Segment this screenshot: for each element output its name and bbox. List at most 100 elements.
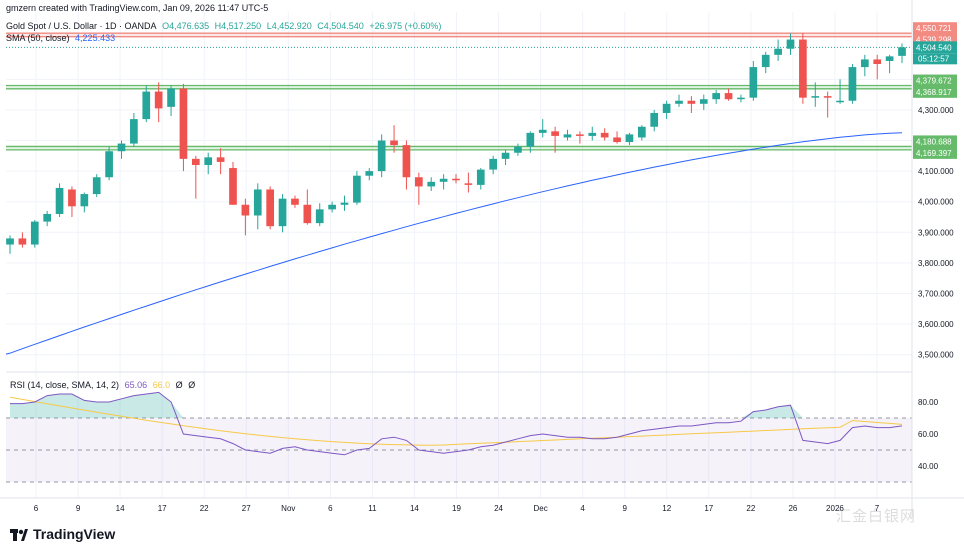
horizontal-levels — [6, 32, 912, 151]
price-tick-label: 4,100.000 — [918, 167, 954, 176]
sma-legend[interactable]: SMA (50, close) 4,225.433 — [6, 33, 118, 43]
tradingview-logo[interactable]: TradingView — [10, 526, 115, 542]
candle — [427, 177, 436, 191]
rsi-band — [6, 371, 912, 483]
candle — [613, 131, 621, 144]
symbol-legend[interactable]: Gold Spot / U.S. Dollar · 1D · OANDA O4,… — [6, 21, 444, 31]
close-value: C4,504.540 — [317, 21, 364, 31]
price-tick-label: 4,000.000 — [918, 198, 954, 207]
credit-line: gmzern created with TradingView.com, Jan… — [6, 3, 271, 13]
level-zone — [6, 33, 912, 37]
candle-body — [303, 204, 312, 224]
tradingview-icon — [10, 528, 28, 541]
candle — [823, 91, 832, 118]
candle — [799, 33, 807, 104]
candle — [365, 168, 374, 181]
candle-body — [452, 178, 460, 181]
candle — [538, 119, 547, 138]
candle-body — [761, 54, 770, 68]
candle — [526, 131, 535, 153]
candle-body — [229, 168, 237, 205]
price-tick-label: 3,500.000 — [918, 351, 954, 360]
candle-body — [724, 93, 733, 100]
x-tick-label: 6 — [328, 504, 333, 513]
x-tick-label: 7 — [875, 504, 880, 513]
candle-body — [613, 137, 621, 143]
candle — [687, 96, 696, 113]
price-tag-bg — [913, 22, 957, 35]
candle-body — [774, 48, 782, 55]
candle-body — [55, 187, 64, 214]
level-zone — [6, 85, 912, 89]
price-tag-bg — [913, 41, 957, 54]
price-tag-bg — [913, 85, 957, 98]
sma-line — [9, 132, 903, 354]
candle — [204, 152, 213, 175]
candle — [452, 174, 460, 184]
candles — [5, 33, 906, 355]
candle — [650, 109, 659, 132]
candle — [514, 143, 522, 156]
candle — [92, 174, 101, 198]
candle-body — [216, 157, 225, 162]
sma-label: SMA (50, close) — [6, 33, 70, 43]
candle — [142, 85, 151, 123]
candle — [414, 172, 423, 205]
price-tag-bg — [913, 74, 957, 87]
candle-body — [563, 134, 572, 138]
candle-body — [278, 198, 287, 227]
candle — [699, 94, 708, 110]
x-tick-label: 9 — [76, 504, 81, 513]
candle — [563, 129, 572, 141]
candle — [898, 43, 906, 64]
candle — [885, 54, 894, 74]
x-tick-label: Dec — [533, 504, 547, 513]
candle — [253, 183, 262, 230]
candle — [749, 60, 758, 101]
candle — [291, 195, 299, 208]
price-tick-label: 3,800.000 — [918, 259, 954, 268]
rsi-legend[interactable]: RSI (14, close, SMA, 14, 2) 65.06 66.0 Ø… — [10, 380, 198, 390]
candle — [476, 168, 485, 190]
candle-body — [662, 103, 671, 113]
candle — [501, 149, 510, 165]
rsi-value: 65.06 — [124, 380, 148, 390]
candle-body — [253, 189, 262, 216]
candle — [836, 79, 844, 104]
candle-body — [576, 134, 584, 136]
candle — [625, 132, 634, 146]
x-tick-label: 11 — [368, 504, 377, 513]
x-tick-label: Nov — [281, 504, 295, 513]
candle — [216, 148, 225, 175]
candle — [576, 131, 584, 144]
candle-body — [204, 157, 213, 165]
x-tick-label: 6 — [34, 504, 39, 513]
candle — [811, 82, 820, 107]
candle — [30, 220, 39, 248]
candle — [848, 64, 857, 104]
candle — [43, 210, 52, 227]
candle — [241, 198, 250, 236]
candle-body — [414, 177, 423, 187]
rsi-extra-1: Ø — [175, 380, 183, 390]
candle — [130, 112, 138, 147]
candle — [55, 183, 64, 218]
candle — [328, 201, 336, 213]
sma-value: 4,225.433 — [75, 33, 116, 43]
price-tag-text: 4,550.721 — [916, 24, 952, 33]
candle — [353, 171, 361, 205]
candle-body — [105, 151, 113, 178]
price-tag-text: 4,180.688 — [916, 137, 952, 146]
candle — [774, 39, 782, 61]
candle-body — [786, 39, 795, 49]
sma-line-extension — [5, 352, 11, 355]
rsi-ma-line — [9, 396, 903, 446]
x-tick-label: 19 — [452, 504, 461, 513]
candle-body — [402, 145, 411, 178]
candle — [637, 125, 646, 141]
grid — [6, 12, 912, 498]
rsi-tick-label: 40.00 — [918, 462, 939, 471]
candle-body — [80, 194, 89, 207]
candle — [68, 186, 76, 218]
change-value: +26.975 (+0.60%) — [369, 21, 442, 31]
